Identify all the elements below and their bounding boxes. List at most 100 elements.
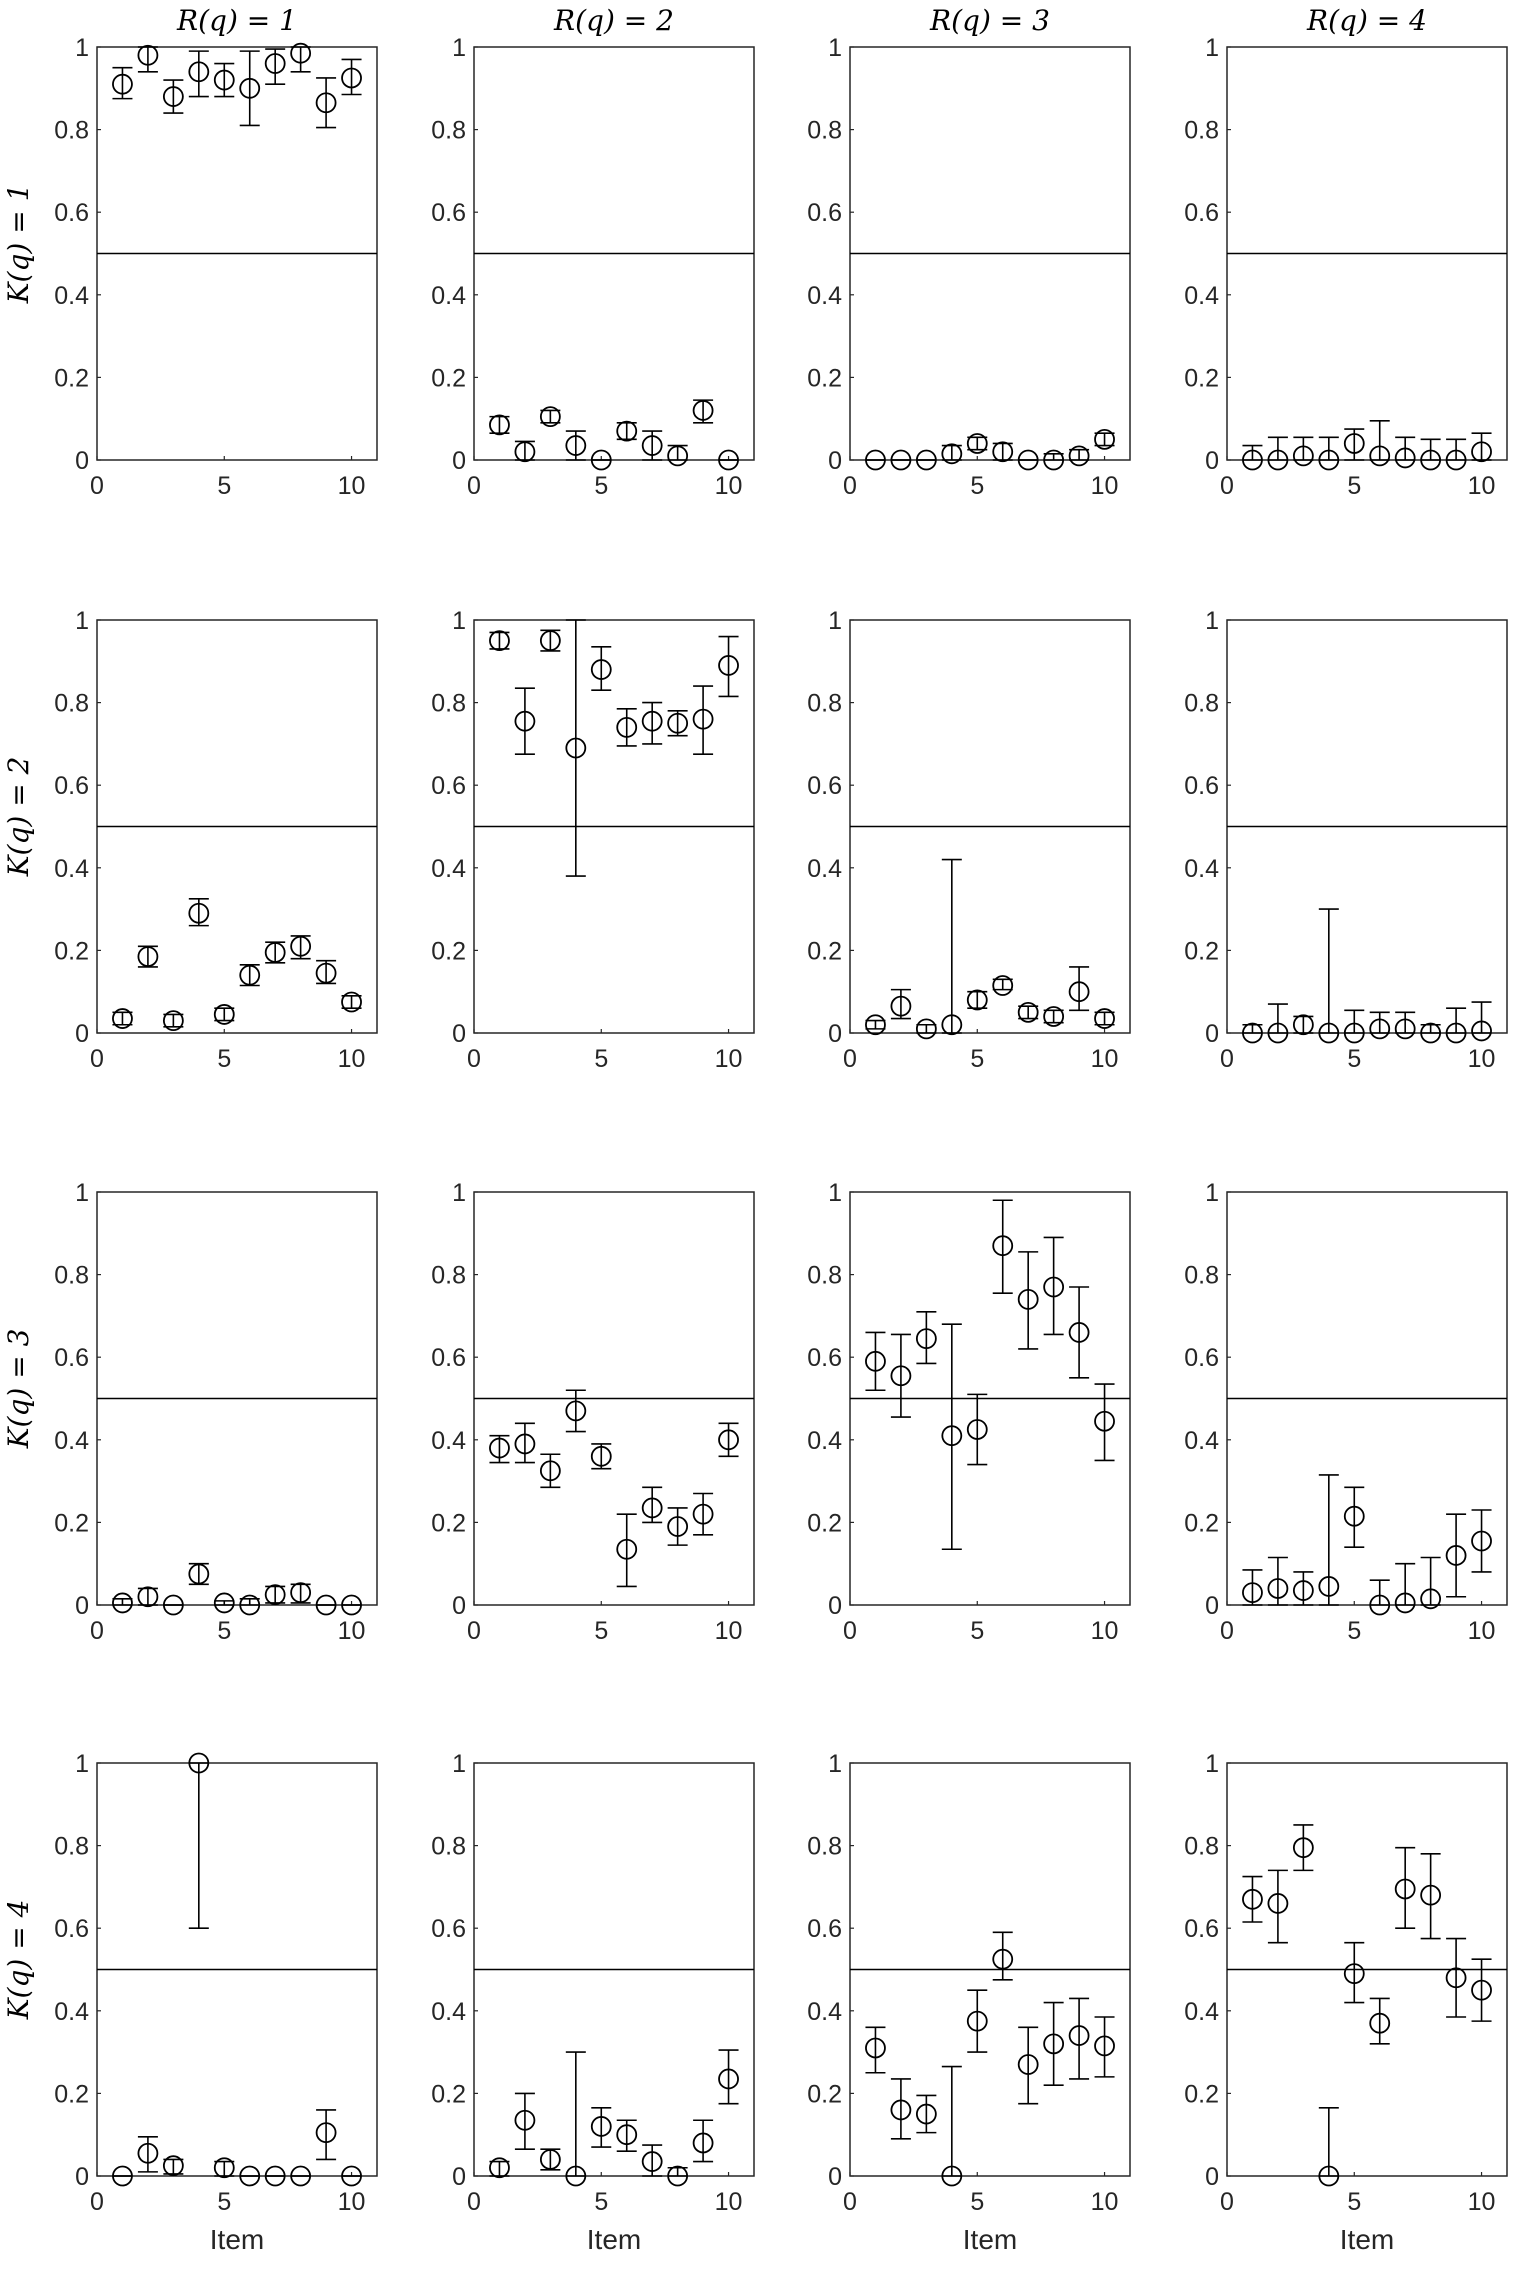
data-point bbox=[112, 1592, 133, 1614]
error-bar bbox=[137, 46, 158, 73]
data-point bbox=[264, 1584, 286, 1606]
data-point bbox=[616, 2124, 638, 2146]
data-point bbox=[1043, 1276, 1065, 1298]
error-bar bbox=[316, 77, 337, 129]
error-bar bbox=[137, 1587, 158, 1606]
data-point bbox=[489, 2157, 510, 2179]
x-tick-label: 0 bbox=[843, 1617, 857, 1645]
y-tick-label: 1 bbox=[75, 34, 89, 62]
data-point bbox=[188, 1563, 210, 1585]
y-tick-label: 1 bbox=[1205, 607, 1219, 635]
data-point bbox=[1068, 1322, 1090, 1343]
x-axis-label: Item bbox=[963, 2224, 1017, 2255]
column-title: R(q) = 4 bbox=[1306, 4, 1427, 37]
data-point bbox=[1017, 1288, 1039, 1310]
data-point bbox=[162, 86, 184, 107]
error-bar bbox=[1395, 1562, 1416, 1606]
error-bar bbox=[693, 2119, 714, 2163]
error-bar bbox=[667, 1507, 688, 1546]
error-bar bbox=[941, 2065, 962, 2177]
error-bar bbox=[967, 1393, 988, 1466]
x-tick-label: 0 bbox=[1220, 1045, 1234, 1073]
y-tick-label: 0.8 bbox=[54, 690, 89, 718]
y-tick-label: 0.4 bbox=[54, 282, 89, 310]
data-point bbox=[188, 902, 210, 924]
x-tick-label: 5 bbox=[217, 2188, 231, 2216]
y-tick-label: 0.4 bbox=[1184, 1427, 1219, 1455]
y-tick-label: 0.2 bbox=[431, 937, 466, 965]
y-tick-label: 0 bbox=[828, 1592, 842, 1620]
error-bar bbox=[865, 1019, 886, 1030]
y-tick-label: 0.8 bbox=[807, 1833, 842, 1861]
data-point bbox=[112, 2165, 133, 2187]
x-tick-label: 0 bbox=[843, 2188, 857, 2216]
data-point bbox=[1094, 428, 1115, 450]
data-point bbox=[315, 92, 337, 114]
error-bar bbox=[1446, 1513, 1467, 1598]
data-point bbox=[1471, 1530, 1492, 1552]
error-bar bbox=[341, 58, 362, 96]
error-bar bbox=[565, 619, 586, 877]
error-bar bbox=[565, 1389, 586, 1433]
data-point bbox=[137, 44, 159, 66]
data-point bbox=[188, 1752, 210, 1774]
y-tick-label: 0.4 bbox=[1184, 855, 1219, 883]
x-axis-label: Item bbox=[210, 2224, 264, 2255]
y-tick-label: 0.4 bbox=[1184, 282, 1219, 310]
row-title: K(q) = 3 bbox=[2, 1329, 35, 1450]
error-bar bbox=[1094, 2016, 1115, 2078]
x-tick-label: 0 bbox=[90, 1045, 104, 1073]
data-point bbox=[641, 435, 663, 456]
data-point bbox=[1043, 2033, 1065, 2055]
data-point bbox=[1369, 1594, 1391, 1616]
y-tick-label: 0 bbox=[828, 1020, 842, 1048]
y-tick-label: 1 bbox=[1205, 34, 1219, 62]
panel-r3-c3: 00.20.40.60.810 5 10 bbox=[807, 1179, 1131, 1645]
error-bar bbox=[718, 2049, 739, 2105]
data-point bbox=[1445, 449, 1467, 471]
data-point bbox=[692, 2132, 714, 2154]
y-tick-label: 0 bbox=[1205, 1592, 1219, 1620]
data-point bbox=[667, 445, 689, 467]
x-tick-label: 0 bbox=[1220, 1617, 1234, 1645]
error-bar bbox=[865, 2026, 886, 2074]
error-bar bbox=[1344, 1009, 1365, 1034]
x-tick-label: 10 bbox=[1091, 2188, 1119, 2216]
y-tick-label: 0 bbox=[1205, 447, 1219, 475]
error-bar bbox=[514, 687, 535, 756]
data-point bbox=[992, 1948, 1014, 1970]
data-point bbox=[718, 655, 739, 676]
error-bar bbox=[1318, 908, 1339, 1034]
data-point bbox=[641, 2151, 663, 2172]
y-tick-label: 0.4 bbox=[807, 855, 842, 883]
y-tick-label: 0.4 bbox=[1184, 1998, 1219, 2026]
error-bar bbox=[667, 2166, 688, 2177]
error-bar bbox=[1344, 1941, 1365, 2004]
error-bar bbox=[163, 79, 184, 114]
data-point bbox=[514, 710, 536, 732]
data-point bbox=[565, 435, 587, 456]
data-point bbox=[865, 1014, 886, 1036]
data-point bbox=[992, 975, 1014, 996]
error-bar bbox=[1395, 1846, 1416, 1929]
y-tick-label: 0.4 bbox=[431, 1427, 466, 1455]
data-point bbox=[162, 1594, 184, 1616]
error-bar bbox=[1242, 1023, 1263, 1034]
y-tick-label: 1 bbox=[75, 1750, 89, 1778]
data-point bbox=[539, 1460, 561, 1482]
data-point bbox=[213, 2157, 235, 2179]
data-point bbox=[718, 449, 739, 471]
data-point bbox=[941, 443, 963, 465]
data-point bbox=[616, 1538, 638, 1560]
data-point bbox=[966, 1419, 988, 1440]
panel-r3-c4: 00.20.40.60.810 5 10 bbox=[1184, 1179, 1508, 1645]
data-point bbox=[1043, 449, 1065, 471]
data-point bbox=[1267, 449, 1289, 471]
data-point bbox=[966, 2010, 988, 2032]
y-tick-label: 0.6 bbox=[807, 1344, 842, 1372]
error-bar bbox=[591, 2107, 612, 2148]
panel-r2-c4: 00.20.40.60.810 5 10 bbox=[1184, 607, 1508, 1073]
error-bar bbox=[1293, 436, 1314, 461]
data-point bbox=[213, 69, 235, 91]
